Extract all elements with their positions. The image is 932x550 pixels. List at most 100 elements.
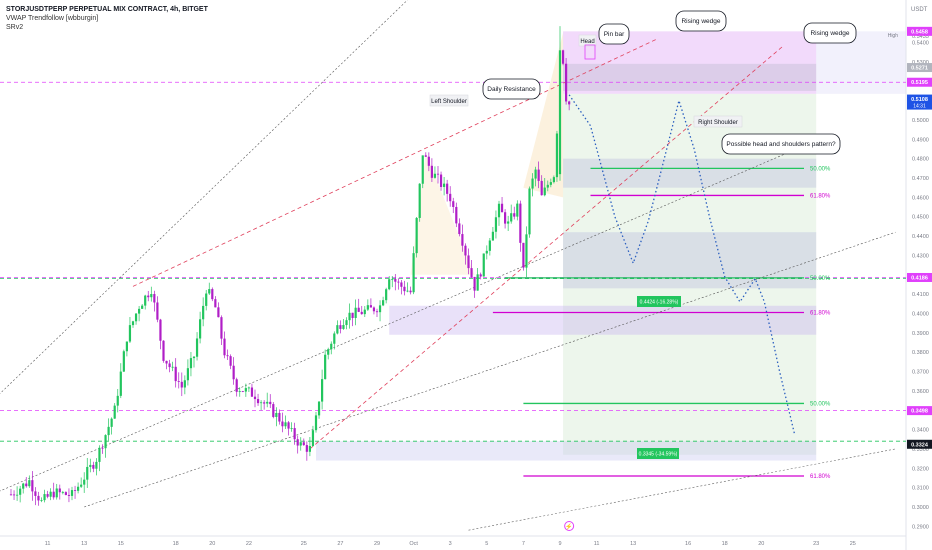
x-tick-label: 22	[246, 541, 252, 547]
trendlines-layer	[0, 0, 896, 531]
x-tick-label: 3	[449, 541, 452, 547]
candle-body	[345, 320, 348, 326]
candle-body	[510, 213, 513, 222]
candle-body	[141, 305, 144, 309]
x-tick-label: 11	[45, 541, 51, 547]
price-label: 0.5108	[911, 97, 928, 103]
candle-body	[128, 325, 132, 342]
annotation-bubble: Daily Resistance	[487, 86, 536, 93]
candle-body	[299, 442, 302, 446]
price-label: 0.5458	[911, 29, 928, 35]
fib-label: 61.80%	[810, 193, 831, 199]
candle-body	[171, 366, 174, 368]
annotation-tag: Right Shoulder	[698, 120, 738, 126]
bubble-box	[675, 10, 727, 32]
target-label: 0.4424 (-16.28%)	[640, 300, 679, 306]
y-tick-label: 0.3200	[912, 466, 929, 472]
candle-body	[52, 491, 55, 498]
candle-body	[226, 355, 229, 357]
upper-channel-line	[0, 0, 408, 395]
tag-box	[578, 34, 597, 47]
candle-body	[183, 380, 186, 388]
candle-body	[513, 213, 516, 217]
candle-body	[409, 290, 412, 293]
y-tick-label: 0.5000	[912, 118, 929, 124]
candle-body	[540, 180, 543, 196]
bottom-trend-line	[468, 448, 896, 531]
candle-body	[507, 221, 510, 224]
head-highlight-box	[584, 44, 596, 60]
indicator-vwap-label[interactable]: VWAP Trendfollow [wbburgin]	[6, 15, 99, 22]
candle-body	[491, 231, 494, 241]
candle-body	[205, 293, 208, 306]
candle-body	[256, 399, 260, 404]
candle-body	[263, 402, 266, 404]
candle-body	[433, 173, 437, 178]
candle-body	[12, 494, 16, 496]
price-label-box	[907, 406, 932, 416]
candle-body	[266, 401, 269, 404]
annotation-bubble: Rising wedge	[810, 30, 849, 37]
candle-body	[89, 464, 92, 467]
candle-body	[302, 442, 305, 446]
candle-body	[351, 312, 354, 318]
candle-body	[16, 494, 19, 496]
candle-body	[458, 223, 461, 235]
candle-body	[446, 183, 449, 194]
y-tick-label: 0.4500	[912, 215, 929, 221]
candle-body	[180, 381, 183, 388]
target-box	[637, 448, 679, 459]
price-label: 0.3324	[911, 442, 929, 448]
candle-body	[568, 101, 571, 105]
zone-demand-2	[316, 441, 817, 461]
candle-body	[55, 488, 58, 498]
candle-body	[104, 435, 107, 449]
candle-body	[461, 234, 464, 246]
indicator-srv2-label[interactable]: SRv2	[6, 24, 24, 31]
candle-body	[500, 203, 504, 213]
rising-wedge-top	[132, 38, 658, 287]
candle-body	[80, 484, 83, 487]
candle-body	[357, 307, 360, 312]
price-label: 0.3498	[911, 409, 928, 415]
y-tick-label: 0.3900	[912, 331, 929, 337]
candle-body	[269, 401, 272, 405]
fib-label: 61.80%	[810, 311, 831, 317]
candle-body	[189, 358, 193, 369]
bubble-box	[482, 78, 541, 100]
y-tick-label: 0.4300	[912, 253, 929, 259]
projection-path	[568, 94, 796, 436]
candle-body	[449, 193, 452, 202]
target-label: 0.3345 (-34.59%)	[639, 452, 678, 458]
high-marker-label: High	[888, 33, 899, 39]
candle-body	[186, 368, 189, 381]
price-label-box	[907, 77, 932, 87]
candle-body	[119, 371, 122, 396]
candle-body	[113, 405, 116, 419]
candle-body	[549, 182, 552, 185]
x-tick-label: 9	[558, 541, 561, 547]
candle-body	[537, 169, 540, 181]
candle-body	[519, 203, 522, 243]
candle-body	[443, 183, 446, 187]
x-tick-label: 18	[173, 541, 179, 547]
candle-body	[555, 133, 559, 178]
price-label-box	[907, 439, 932, 449]
tag-box	[693, 115, 743, 128]
candle-body	[546, 184, 549, 188]
x-tick-label: 20	[758, 541, 764, 547]
price-label: 0.5195	[911, 80, 928, 86]
candle-body	[275, 412, 278, 417]
vwap-fill-1	[523, 32, 564, 198]
candle-body	[522, 242, 525, 268]
price-label: 0.5271	[911, 66, 928, 72]
candle-body	[232, 365, 235, 380]
fib-label: 61.80%	[810, 474, 831, 480]
candle-body	[19, 488, 22, 495]
candle-body	[150, 294, 153, 298]
candle-body	[241, 391, 244, 392]
price-label-box	[907, 272, 932, 282]
candle-body	[159, 319, 162, 341]
candle-body	[430, 165, 433, 178]
